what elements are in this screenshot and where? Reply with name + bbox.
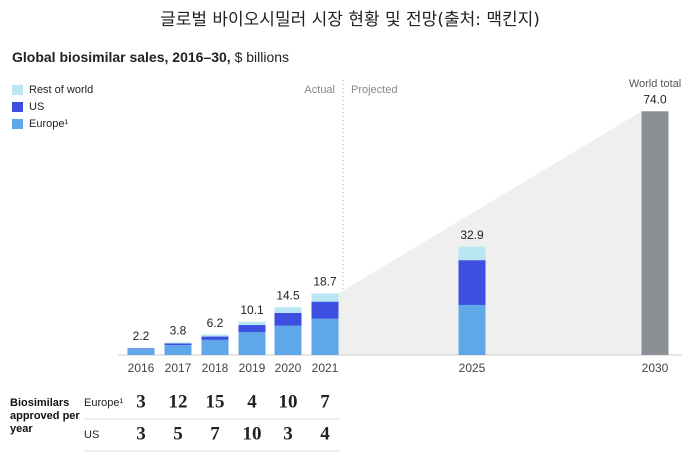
approval-count: 4	[247, 391, 257, 412]
bar-segment	[311, 301, 339, 319]
x-tick-label: 2016	[128, 361, 155, 375]
approval-count: 12	[169, 391, 188, 412]
bar-segment	[238, 332, 266, 355]
x-tick-label: 2021	[312, 361, 339, 375]
bar-segment	[311, 318, 339, 355]
total-name: World total	[629, 78, 681, 90]
total-label: 32.9	[460, 228, 484, 242]
legend-swatch	[12, 119, 23, 129]
annotation: Projected	[351, 84, 397, 96]
approval-count: 10	[243, 423, 262, 444]
bar-segment	[238, 321, 266, 326]
bar-segment	[274, 307, 302, 313]
legend-swatch	[12, 85, 23, 95]
bar-segment	[311, 293, 339, 302]
x-tick-label: 2030	[642, 361, 669, 375]
x-tick-label: 2017	[165, 361, 192, 375]
approval-count: 3	[283, 423, 293, 444]
bar-segment	[274, 312, 302, 326]
legend-label: Rest of world	[29, 84, 93, 96]
x-tick-label: 2019	[239, 361, 266, 375]
bar-segment	[458, 304, 486, 355]
chart-unit: $ billions	[235, 49, 289, 65]
bar-segment	[201, 334, 229, 337]
total-label: 18.7	[313, 275, 337, 289]
bar-segment	[201, 339, 229, 355]
legend-label: Europe¹	[29, 118, 68, 130]
x-tick-label: 2020	[275, 361, 302, 375]
bar-segment	[127, 349, 155, 355]
approval-count: 15	[206, 391, 225, 412]
total-label: 74.0	[643, 92, 667, 106]
approvals-title: Biosimilars approved per year	[10, 397, 80, 435]
x-tick-label: 2025	[459, 361, 486, 375]
total-label: 14.5	[276, 288, 300, 302]
chart-title-main: Global biosimilar sales, 2016–30,	[12, 49, 231, 65]
bar-segment	[274, 325, 302, 355]
approval-count: 3	[136, 423, 146, 444]
bar-segment	[201, 336, 229, 340]
approval-count: 3	[136, 391, 146, 412]
approval-count: 5	[173, 423, 183, 444]
total-label: 2.2	[133, 329, 150, 343]
page-title: 글로벌 바이오시밀러 시장 현황 및 전망(출처: 맥킨지)	[160, 10, 540, 30]
chart-title: Global biosimilar sales, 2016–30, $ bill…	[12, 49, 289, 65]
legend-label: US	[29, 101, 44, 113]
legend-swatch	[12, 102, 23, 112]
bar-segment	[458, 246, 486, 261]
total-label: 3.8	[170, 324, 187, 338]
row-label: Europe¹	[84, 397, 123, 409]
row-label: US	[84, 429, 99, 441]
bar-segment	[164, 343, 192, 346]
bar-segment	[458, 260, 486, 305]
projection-wedge	[338, 111, 642, 355]
bar-segment	[127, 348, 155, 350]
approval-count: 7	[210, 423, 220, 444]
total-label: 6.2	[207, 316, 224, 330]
approval-count: 4	[320, 423, 330, 444]
total-bar	[641, 111, 669, 355]
total-label: 10.1	[240, 303, 264, 317]
annotation: Actual	[304, 84, 335, 96]
bar-segment	[164, 342, 192, 344]
bar-segment	[164, 345, 192, 355]
approval-count: 10	[279, 391, 298, 412]
approval-count: 7	[320, 391, 330, 412]
bar-segment	[238, 325, 266, 333]
bar-segment	[127, 347, 155, 349]
x-tick-label: 2018	[202, 361, 229, 375]
